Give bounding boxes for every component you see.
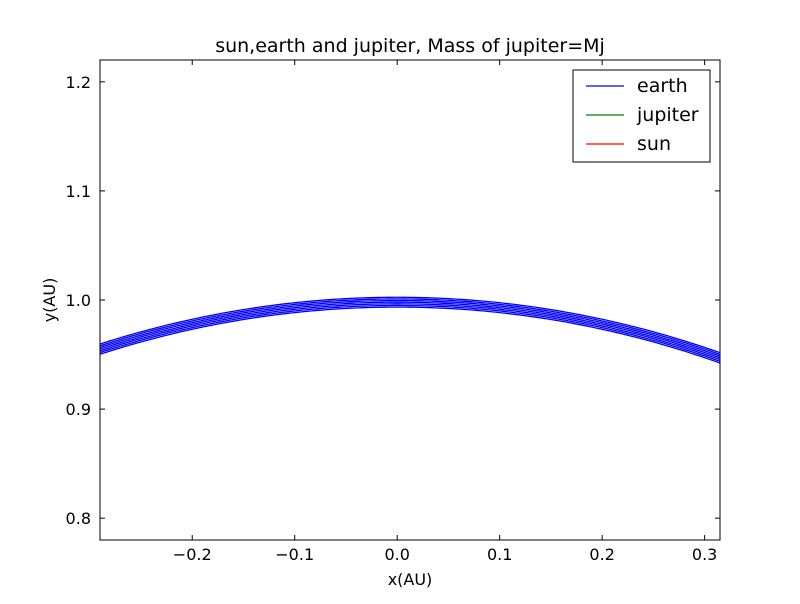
legend-label-jupiter: jupiter [636,104,699,126]
x-axis-label: x(AU) [388,570,433,589]
x-tick-label-1: −0.1 [275,545,314,564]
y-tick-label-4: 1.2 [66,73,91,92]
legend: earth jupiter sun [572,69,711,163]
x-tick-label-2: 0.0 [384,545,409,564]
earth-orbit-4 [100,299,720,357]
y-axis-label: y(AU) [40,278,59,323]
chart-title: sun,earth and jupiter, Mass of jupiter=M… [215,35,605,57]
plot-frame [99,59,721,541]
legend-box [572,69,711,163]
earth-orbit-1 [100,304,720,362]
earth-orbit-0 [100,306,720,364]
legend-label-sun: sun [637,133,671,155]
x-tick-label-5: 0.3 [692,545,717,564]
y-tick-label-3: 1.1 [66,182,91,201]
y-tick-label-2: 1.0 [66,291,91,310]
x-tick-label-4: 0.2 [589,545,614,564]
axis-ticks: −0.2 −0.1 0.0 0.1 0.2 0.3 0.8 0.9 1.0 1.1 1.2 [66,60,720,564]
earth-orbit-2 [100,303,720,361]
x-tick-label-0: −0.2 [173,545,212,564]
earth-orbit-5 [100,298,720,356]
y-tick-label-1: 0.9 [66,400,91,419]
legend-label-earth: earth [637,75,688,97]
earth-orbit-3 [100,301,720,359]
orbit-curves [100,296,720,364]
y-tick-label-0: 0.8 [66,509,91,528]
earth-orbit-6 [100,296,720,354]
x-tick-label-3: 0.1 [487,545,512,564]
